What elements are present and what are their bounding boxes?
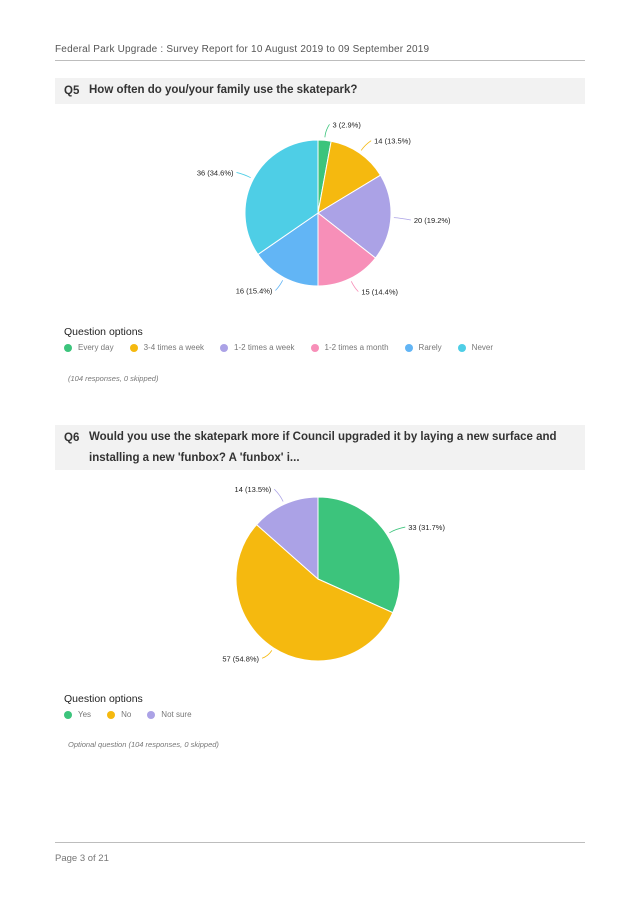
q5-slice-rarely [257, 212, 319, 287]
footer-divider [55, 842, 585, 843]
q5-label-rarely: 16 (15.4%) [236, 286, 273, 295]
q6-legend-label: No [121, 710, 132, 719]
q5-legend-label: Rarely [418, 343, 442, 352]
q6-legend-swatch [107, 710, 116, 719]
q5-slice-never [244, 139, 319, 256]
q6-response-note: Optional question (104 responses, 0 skip… [68, 740, 219, 749]
q6-legend-swatch [147, 710, 156, 719]
q6-leader-no [261, 650, 273, 659]
report-header: Federal Park Upgrade : Survey Report for… [55, 44, 430, 55]
q5-legend-swatch [64, 343, 72, 352]
q5-legend-label: Every day [78, 343, 114, 352]
q5-leader-1-2-times-a-week [393, 217, 411, 221]
q5-legend: Every day 3-4 times a week 1-2 times a wee… [64, 343, 509, 352]
page-number: Page 3 of 21 [55, 853, 109, 864]
q5-legend-item-1-2-times-a-month: 1-2 times a month [310, 343, 389, 352]
q6-legend-item-yes: Yes [64, 710, 91, 719]
q6-leader-yes [389, 526, 406, 534]
q6-slice-not-sure [255, 496, 319, 581]
q5-question-bar: Q5 How often do you/your family use the … [55, 78, 585, 104]
q5-slice-3-4-times-a-week [317, 140, 382, 215]
q5-label-every-day: 3 (2.9%) [333, 120, 362, 129]
q5-label-never: 36 (34.6%) [197, 168, 234, 177]
q6-pie-chart: 33 (31.7%) 57 (54.8%) 14 (13.5%) [222, 485, 445, 663]
q5-legend-label: 1-2 times a month [324, 343, 389, 352]
q6-number: Q6 [64, 432, 80, 444]
q6-leader-not-sure [273, 488, 284, 502]
q5-leader-1-2-times-a-month [350, 281, 359, 292]
q5-leader-rarely [275, 280, 284, 291]
q5-slice-1-2-times-a-month [317, 211, 377, 287]
q5-leader-3-4-times-a-week [360, 140, 372, 151]
q5-leader-never [236, 172, 251, 179]
q5-legend-label: Never [471, 343, 494, 352]
q6-slice-no [235, 523, 394, 662]
q5-label-3-4-times-a-week: 14 (13.5%) [374, 137, 411, 146]
q6-legend-label: Yes [78, 710, 92, 719]
q5-legend-item-1-2-times-a-week: 1-2 times a week [220, 343, 295, 352]
q5-leader-every-day [324, 124, 330, 138]
q5-label-1-2-times-a-week: 20 (19.2%) [414, 216, 451, 225]
q5-label-1-2-times-a-month: 15 (14.4%) [361, 288, 398, 297]
q5-legend-label: 3-4 times a week [143, 343, 205, 352]
q5-legend-swatch [310, 343, 319, 352]
q6-legend: Yes No Not sure [64, 710, 208, 719]
q5-slice-1-2-times-a-week [317, 174, 392, 259]
header-divider [55, 60, 585, 61]
q6-question-text: Would you use the skatepark more if Coun… [89, 431, 557, 464]
q5-legend-item-rarely: Rarely [404, 343, 442, 352]
q6-legend-swatch [64, 710, 72, 719]
q6-slice-yes [317, 496, 401, 614]
q5-legend-swatch [220, 343, 229, 352]
q5-legend-swatch [129, 343, 138, 352]
q6-legend-item-no: No [107, 710, 131, 719]
q5-legend-item-every-day: Every day [64, 343, 114, 352]
q6-label-no: 57 (54.8%) [222, 654, 259, 663]
q5-options-title: Question options [64, 326, 143, 338]
q6-options-title: Question options [64, 693, 143, 705]
q5-legend-item-3-4-times-a-week: 3-4 times a week [129, 343, 205, 352]
q6-label-not-sure: 14 (13.5%) [235, 485, 272, 494]
q6-question-bar: Q6 Would you use the skatepark more if C… [55, 425, 585, 470]
q5-question-text: How often do you/your family use the ska… [89, 84, 358, 96]
q5-legend-swatch [457, 343, 466, 352]
q6-legend-item-not-sure: Not sure [147, 710, 192, 719]
q5-legend-swatch [404, 343, 413, 352]
q5-number: Q5 [64, 85, 80, 97]
q5-legend-label: 1-2 times a week [234, 343, 295, 352]
q5-pie-chart: 3 (2.9%) 14 (13.5%) 20 (19.2%) 15 (14.4%) 16… [197, 120, 451, 297]
q6-legend-label: Not sure [161, 710, 192, 719]
q6-label-yes: 33 (31.7%) [408, 523, 445, 532]
q5-legend-item-never: Never [457, 343, 494, 352]
q5-response-note: (104 responses, 0 skipped) [68, 374, 159, 383]
